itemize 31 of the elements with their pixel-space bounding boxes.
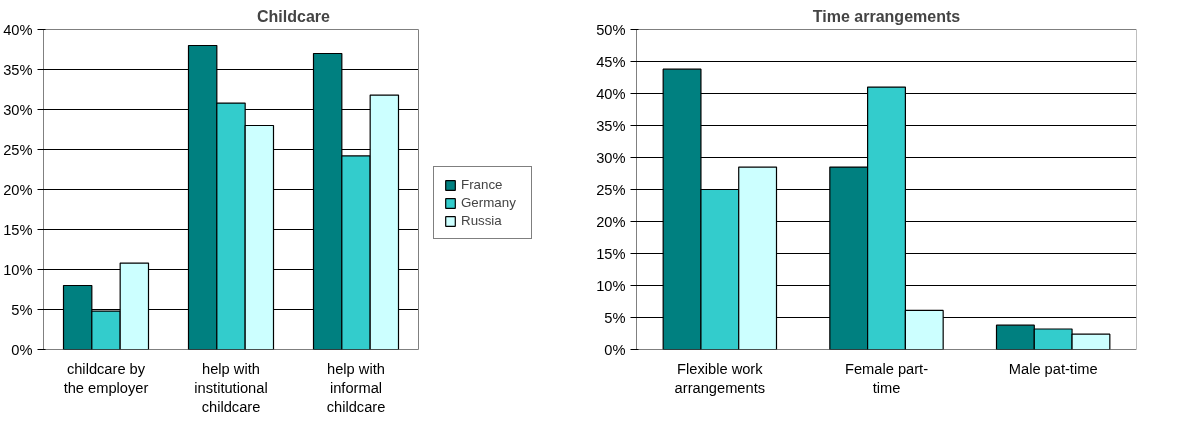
y-tick-label: 15% bbox=[596, 245, 626, 262]
x-tick-label: Male pat-time bbox=[1008, 360, 1098, 377]
x-tick-label: Female part- time bbox=[844, 360, 929, 396]
y-tick-label: 25% bbox=[596, 181, 626, 198]
y-tick-label: 5% bbox=[11, 301, 33, 318]
legend-label: Russia bbox=[461, 213, 503, 228]
x-tick-label: childcare by the employer bbox=[63, 360, 149, 396]
y-tick-label: 0% bbox=[604, 341, 626, 358]
y-tick-label: 30% bbox=[596, 149, 626, 166]
y-tick-label: 35% bbox=[3, 61, 33, 78]
y-tick-label: 10% bbox=[3, 261, 33, 278]
y-tick-label: 40% bbox=[3, 21, 33, 38]
y-tick-label: 0% bbox=[11, 341, 33, 358]
chart-title: Time arrangements bbox=[812, 7, 961, 25]
y-tick-label: 25% bbox=[3, 141, 33, 158]
legend-label: France bbox=[461, 177, 504, 192]
x-tick-label: help with institutional childcare bbox=[194, 360, 268, 415]
y-tick-label: 20% bbox=[3, 181, 33, 198]
chart-title: Childcare bbox=[257, 7, 331, 25]
y-tick-label: 50% bbox=[596, 21, 626, 38]
x-tick-label: help with informal childcare bbox=[326, 360, 386, 415]
y-tick-label: 45% bbox=[596, 53, 626, 70]
y-tick-label: 35% bbox=[596, 117, 626, 134]
y-tick-label: 40% bbox=[596, 85, 626, 102]
y-tick-label: 30% bbox=[3, 101, 33, 118]
x-tick-label: Flexible work arrangements bbox=[674, 360, 766, 396]
y-tick-label: 5% bbox=[604, 309, 626, 326]
legend-label: Germany bbox=[461, 195, 517, 210]
y-tick-label: 20% bbox=[596, 213, 626, 230]
y-tick-label: 15% bbox=[3, 221, 33, 238]
y-tick-label: 10% bbox=[596, 277, 626, 294]
